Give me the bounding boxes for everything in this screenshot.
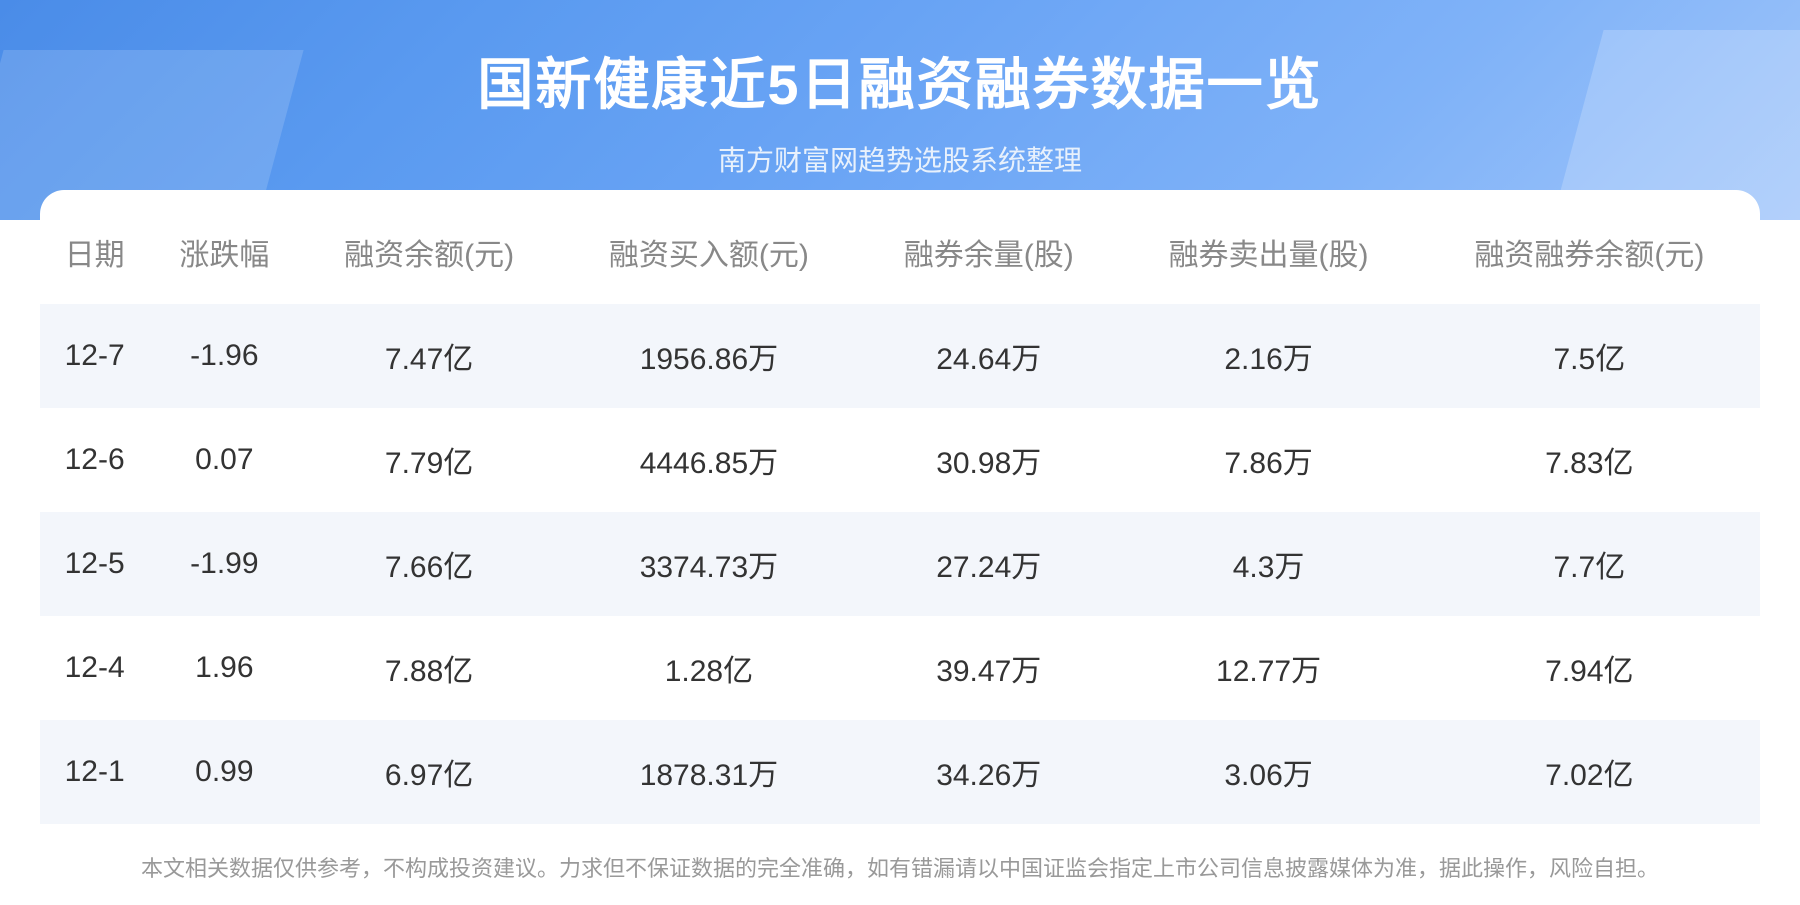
table-cell: 39.47万 xyxy=(859,616,1118,720)
table-cell: 7.5亿 xyxy=(1419,304,1760,408)
table-card: 南方财富网 Southmoney.com 日期 涨跌幅 融资余额(元) 融资买入… xyxy=(40,190,1760,905)
page-title: 国新健康近5日融资融券数据一览 xyxy=(0,40,1800,121)
column-header: 融资买入额(元) xyxy=(559,200,859,304)
table-cell: 24.64万 xyxy=(859,304,1118,408)
table-cell: 12-7 xyxy=(40,304,149,408)
table-cell: 1878.31万 xyxy=(559,720,859,824)
table-cell: 12-4 xyxy=(40,616,149,720)
table-cell: 12-1 xyxy=(40,720,149,824)
header-content: 国新健康近5日融资融券数据一览 南方财富网趋势选股系统整理 xyxy=(0,0,1800,179)
column-header: 日期 xyxy=(40,200,149,304)
page-subtitle: 南方财富网趋势选股系统整理 xyxy=(0,139,1800,179)
table-cell: 27.24万 xyxy=(859,512,1118,616)
table-cell: 12-5 xyxy=(40,512,149,616)
table-cell: 1.96 xyxy=(149,616,299,720)
table-cell: 4446.85万 xyxy=(559,408,859,512)
table-cell: 2.16万 xyxy=(1118,304,1418,408)
disclaimer-text: 本文相关数据仅供参考，不构成投资建议。力求但不保证数据的完全准确，如有错漏请以中… xyxy=(40,824,1760,905)
table-row: 12-5 -1.99 7.66亿 3374.73万 27.24万 4.3万 7.… xyxy=(40,512,1760,616)
table-header-row: 日期 涨跌幅 融资余额(元) 融资买入额(元) 融券余量(股) 融券卖出量(股)… xyxy=(40,200,1760,304)
table-cell: 7.02亿 xyxy=(1419,720,1760,824)
table-cell: 3374.73万 xyxy=(559,512,859,616)
column-header: 融券卖出量(股) xyxy=(1118,200,1418,304)
table-cell: 7.47亿 xyxy=(299,304,558,408)
column-header: 涨跌幅 xyxy=(149,200,299,304)
table-header: 日期 涨跌幅 融资余额(元) 融资买入额(元) 融券余量(股) 融券卖出量(股)… xyxy=(40,200,1760,304)
table-cell: 7.7亿 xyxy=(1419,512,1760,616)
table-cell: 34.26万 xyxy=(859,720,1118,824)
table-cell: 7.66亿 xyxy=(299,512,558,616)
table-cell: 12-6 xyxy=(40,408,149,512)
table-cell: 7.88亿 xyxy=(299,616,558,720)
column-header: 融资融券余额(元) xyxy=(1419,200,1760,304)
table-row: 12-6 0.07 7.79亿 4446.85万 30.98万 7.86万 7.… xyxy=(40,408,1760,512)
table-cell: 1956.86万 xyxy=(559,304,859,408)
column-header: 融资余额(元) xyxy=(299,200,558,304)
table-cell: 0.99 xyxy=(149,720,299,824)
table-cell: 30.98万 xyxy=(859,408,1118,512)
table-cell: 0.07 xyxy=(149,408,299,512)
table-body: 12-7 -1.96 7.47亿 1956.86万 24.64万 2.16万 7… xyxy=(40,304,1760,824)
table-cell: 4.3万 xyxy=(1118,512,1418,616)
column-header: 融券余量(股) xyxy=(859,200,1118,304)
table-cell: 12.77万 xyxy=(1118,616,1418,720)
table-row: 12-4 1.96 7.88亿 1.28亿 39.47万 12.77万 7.94… xyxy=(40,616,1760,720)
table-cell: -1.96 xyxy=(149,304,299,408)
table-cell: 7.94亿 xyxy=(1419,616,1760,720)
table-content: 日期 涨跌幅 融资余额(元) 融资买入额(元) 融券余量(股) 融券卖出量(股)… xyxy=(40,200,1760,905)
table-cell: 7.79亿 xyxy=(299,408,558,512)
table-row: 12-1 0.99 6.97亿 1878.31万 34.26万 3.06万 7.… xyxy=(40,720,1760,824)
table-cell: 7.86万 xyxy=(1118,408,1418,512)
table-row: 12-7 -1.96 7.47亿 1956.86万 24.64万 2.16万 7… xyxy=(40,304,1760,408)
header-background: 国新健康近5日融资融券数据一览 南方财富网趋势选股系统整理 xyxy=(0,0,1800,220)
table-cell: 3.06万 xyxy=(1118,720,1418,824)
table-cell: 1.28亿 xyxy=(559,616,859,720)
table-cell: 6.97亿 xyxy=(299,720,558,824)
table-cell: 7.83亿 xyxy=(1419,408,1760,512)
table-cell: -1.99 xyxy=(149,512,299,616)
page-container: 国新健康近5日融资融券数据一览 南方财富网趋势选股系统整理 南方财富网 Sout… xyxy=(0,0,1800,800)
data-table: 日期 涨跌幅 融资余额(元) 融资买入额(元) 融券余量(股) 融券卖出量(股)… xyxy=(40,200,1760,824)
